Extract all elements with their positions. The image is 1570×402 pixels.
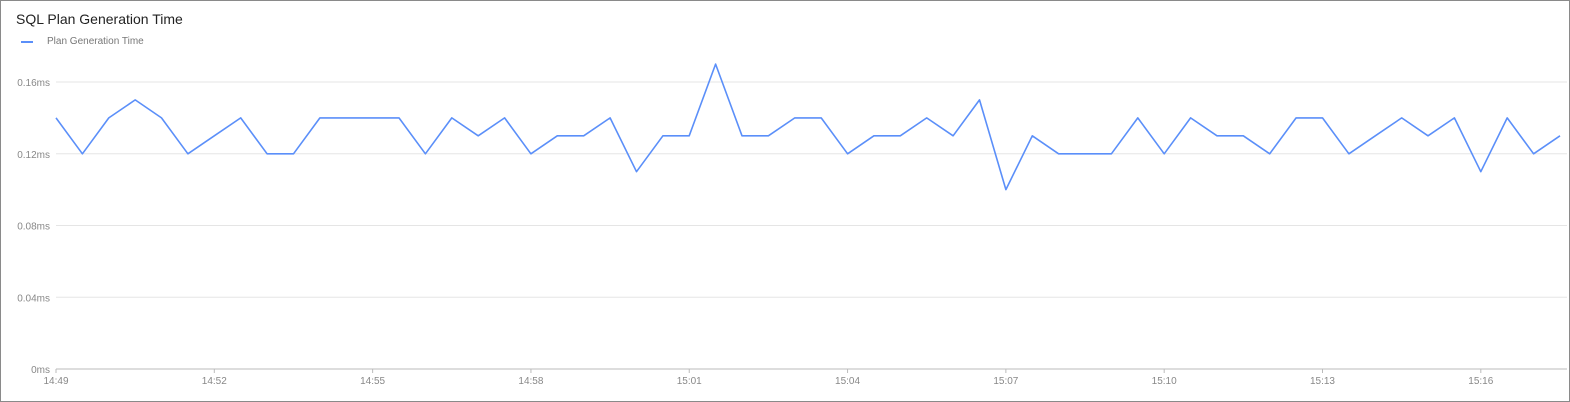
x-tick-label: 14:52 [202, 376, 227, 387]
y-tick-label: 0.08ms [17, 222, 50, 233]
x-tick-label: 15:04 [835, 376, 860, 387]
series-line [55, 63, 1561, 191]
legend-swatch [21, 40, 33, 43]
x-tick-label: 14:49 [43, 376, 68, 387]
x-tick-label: 15:13 [1310, 376, 1335, 387]
x-tick-label: 14:58 [518, 376, 543, 387]
y-tick-label: 0.16ms [17, 78, 50, 89]
legend-label: Plan Generation Time [47, 36, 144, 47]
legend-item[interactable]: Plan Generation Time [21, 36, 144, 47]
y-tick-label: 0ms [31, 365, 50, 376]
x-tick-label: 14:55 [360, 376, 385, 387]
chart-title: SQL Plan Generation Time [16, 11, 183, 27]
x-tick-label: 15:16 [1468, 376, 1493, 387]
x-tick-label: 15:10 [1152, 376, 1177, 387]
y-tick-label: 0.12ms [17, 150, 50, 161]
x-tick-label: 15:07 [993, 376, 1018, 387]
y-tick-label: 0.04ms [17, 293, 50, 304]
x-tick-label: 15:01 [677, 376, 702, 387]
